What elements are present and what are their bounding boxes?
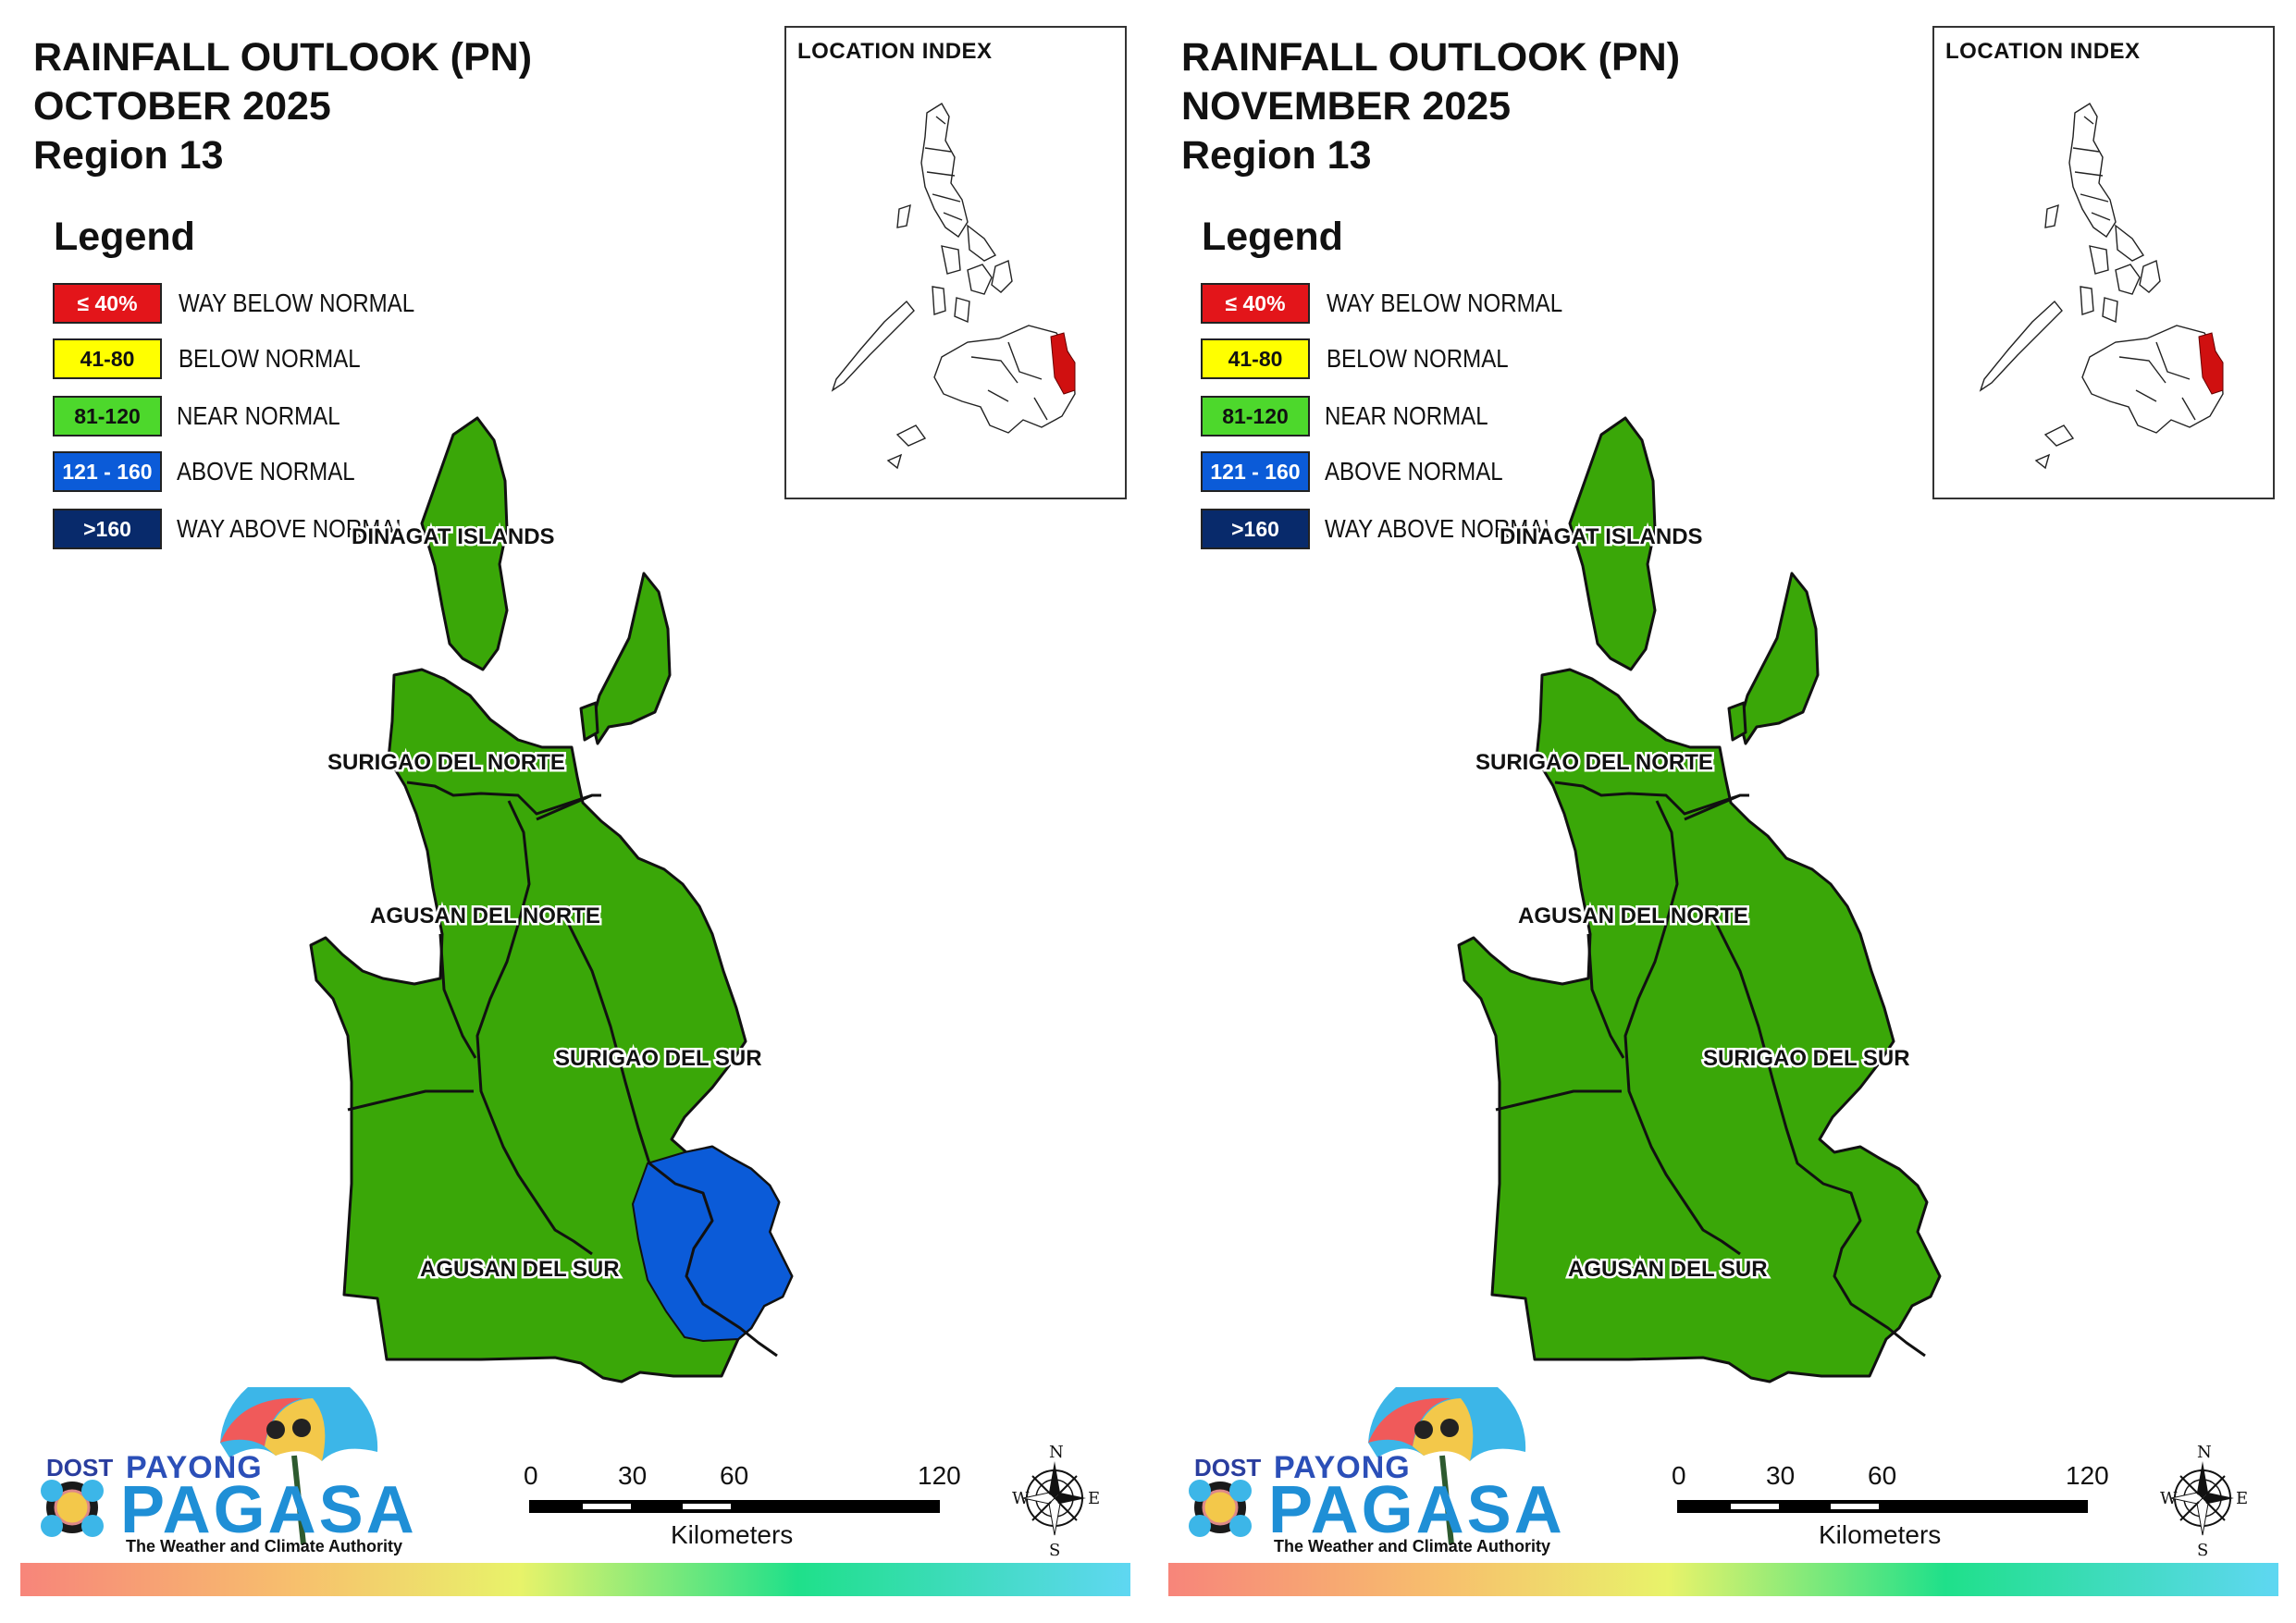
- legend-label: NEAR NORMAL: [177, 401, 340, 430]
- legend-label: NEAR NORMAL: [1325, 401, 1488, 430]
- logo-payong: PAYONG: [1274, 1450, 1411, 1485]
- legend-label: WAY ABOVE NORMAL: [177, 514, 408, 543]
- logo-dost: DOST: [1194, 1454, 1262, 1482]
- legend-swatch: >160: [1201, 509, 1310, 549]
- outlook-panel-november: RAINFALL OUTLOOK (PN) NOVEMBER 2025 Regi…: [1148, 0, 2296, 1623]
- compass-w: W: [2160, 1489, 2178, 1508]
- logo-dost: DOST: [46, 1454, 114, 1482]
- mainland: [1457, 668, 1942, 1383]
- label-surigao-del-sur: SURIGAO DEL SUR: [555, 1046, 762, 1071]
- label-agusan-del-sur: AGUSAN DEL SUR: [1568, 1257, 1768, 1282]
- payong-pagasa-logo: DOST PAYONG PAGASA The Weather and Clima…: [35, 1387, 414, 1572]
- scale-tick-120: 120: [2066, 1461, 2109, 1490]
- outlook-panel-october: RAINFALL OUTLOOK (PN) OCTOBER 2025 Regio…: [20, 26, 1130, 1596]
- map-title: RAINFALL OUTLOOK (PN) NOVEMBER 2025 Regi…: [1181, 33, 1680, 180]
- compass-e: E: [1088, 1489, 1099, 1508]
- north-arrow-icon: N W E S: [1012, 1443, 1099, 1557]
- logo-payong: PAYONG: [126, 1450, 263, 1485]
- scale-tick-60: 60: [720, 1461, 749, 1490]
- compass-s: S: [2197, 1541, 2208, 1557]
- label-dinagat: DINAGAT ISLANDS: [1500, 524, 1703, 549]
- label-agusan-del-norte: AGUSAN DEL NORTE: [370, 904, 600, 928]
- legend-swatch: 121 - 160: [1201, 451, 1310, 492]
- compass-e: E: [2236, 1489, 2247, 1508]
- inset-title: LOCATION INDEX: [797, 39, 993, 64]
- title-line-1: RAINFALL OUTLOOK (PN): [1181, 35, 1681, 80]
- philippines-inset-map: [831, 103, 1076, 470]
- umbrella-icon: [41, 1387, 378, 1545]
- siargao-island: [1738, 572, 1820, 745]
- title-line-3: Region 13: [1181, 133, 1372, 178]
- scale-bar: 0 30 60 120 Kilometers: [1672, 1461, 2109, 1563]
- logo-tagline: The Weather and Climate Authority: [126, 1537, 403, 1555]
- label-surigao-del-norte: SURIGAO DEL NORTE: [1475, 750, 1713, 775]
- legend-swatch: 41-80: [1201, 338, 1310, 379]
- philippines-inset-map: [1979, 103, 2224, 470]
- scale-bar-graphic: [529, 1500, 940, 1513]
- umbrella-icon: [1189, 1387, 1526, 1545]
- legend-label: BELOW NORMAL: [1327, 344, 1509, 373]
- label-surigao-del-sur: SURIGAO DEL SUR: [1703, 1046, 1910, 1071]
- dinagat-island: [420, 416, 509, 671]
- siargao-island: [590, 572, 672, 745]
- logo-pagasa: PAGASA: [120, 1473, 417, 1547]
- legend-label: WAY BELOW NORMAL: [1327, 289, 1563, 317]
- compass-n: N: [1049, 1443, 1064, 1462]
- scale-unit: Kilometers: [671, 1520, 794, 1549]
- legend-title: Legend: [54, 215, 195, 259]
- legend-swatch: 41-80: [53, 338, 162, 379]
- map-title: RAINFALL OUTLOOK (PN) OCTOBER 2025 Regio…: [33, 33, 532, 180]
- legend-swatch: 81-120: [53, 396, 162, 436]
- scale-tick-0: 0: [1672, 1461, 1686, 1490]
- legend-label: WAY ABOVE NORMAL: [1325, 514, 1556, 543]
- label-agusan-del-sur: AGUSAN DEL SUR: [420, 1257, 620, 1282]
- legend-title: Legend: [1202, 215, 1343, 259]
- legend-swatch: 121 - 160: [53, 451, 162, 492]
- title-line-1: RAINFALL OUTLOOK (PN): [33, 35, 533, 80]
- legend-swatch: 81-120: [1201, 396, 1310, 436]
- scale-tick-120: 120: [918, 1461, 961, 1490]
- north-arrow-icon: N W E S: [2160, 1443, 2247, 1557]
- dinagat-island: [1568, 416, 1657, 671]
- label-agusan-del-norte: AGUSAN DEL NORTE: [1518, 904, 1748, 928]
- scale-bar: 0 30 60 120 Kilometers: [524, 1461, 961, 1563]
- inset-title: LOCATION INDEX: [1945, 39, 2141, 64]
- scale-tick-0: 0: [524, 1461, 538, 1490]
- logo-tagline: The Weather and Climate Authority: [1274, 1537, 1551, 1555]
- location-index-inset: LOCATION INDEX: [784, 26, 1127, 499]
- title-line-2: OCTOBER 2025: [33, 84, 331, 129]
- payong-pagasa-logo: DOST PAYONG PAGASA The Weather and Clima…: [1183, 1387, 1562, 1572]
- region13-map: DINAGAT ISLANDS SURIGAO DEL NORTE AGUSAN…: [1457, 416, 1942, 1383]
- above-normal-zone: [631, 1145, 794, 1343]
- footer-gradient-strip: [1168, 1563, 2278, 1596]
- label-surigao-del-norte: SURIGAO DEL NORTE: [327, 750, 565, 775]
- legend-label: BELOW NORMAL: [179, 344, 361, 373]
- scale-tick-30: 30: [1766, 1461, 1796, 1490]
- title-line-2: NOVEMBER 2025: [1181, 84, 1512, 129]
- scale-tick-30: 30: [618, 1461, 648, 1490]
- compass-w: W: [1012, 1489, 1030, 1508]
- compass-n: N: [2197, 1443, 2212, 1462]
- title-line-3: Region 13: [33, 133, 224, 178]
- scale-tick-60: 60: [1868, 1461, 1897, 1490]
- compass-s: S: [1049, 1541, 1060, 1557]
- legend-swatch: >160: [53, 509, 162, 549]
- location-index-inset: LOCATION INDEX: [1932, 26, 2275, 499]
- legend-label: ABOVE NORMAL: [1325, 457, 1503, 486]
- legend-label: WAY BELOW NORMAL: [179, 289, 415, 317]
- region13-map: DINAGAT ISLANDS SURIGAO DEL NORTE AGUSAN…: [309, 416, 794, 1383]
- scale-unit: Kilometers: [1819, 1520, 1942, 1549]
- logo-pagasa: PAGASA: [1268, 1473, 1565, 1547]
- legend-label: ABOVE NORMAL: [177, 457, 355, 486]
- legend-swatch: ≤ 40%: [53, 283, 162, 324]
- label-dinagat: DINAGAT ISLANDS: [352, 524, 555, 549]
- footer-gradient-strip: [20, 1563, 1130, 1596]
- legend-swatch: ≤ 40%: [1201, 283, 1310, 324]
- scale-bar-graphic: [1677, 1500, 2088, 1513]
